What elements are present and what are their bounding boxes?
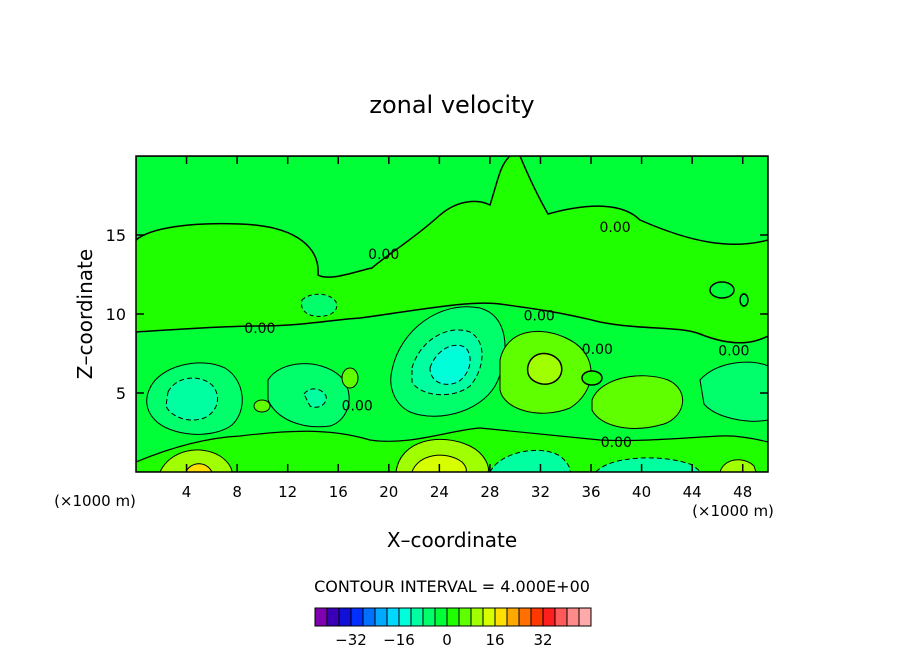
colorbar-swatch	[530, 607, 544, 627]
colorbar-swatch	[458, 607, 472, 627]
y-tick-label: 10	[106, 305, 126, 324]
colorbar-swatch	[410, 607, 424, 627]
contour-label: 0.00	[582, 342, 613, 358]
contour-regions	[136, 156, 768, 472]
colorbar-swatch	[566, 607, 580, 627]
plot-area: 0.00 0.00 0.00 0.00 0.00 0.00 0.00 0.00	[136, 156, 768, 472]
region-center-vortex-core	[429, 344, 471, 385]
colorbar-swatch	[314, 607, 328, 627]
colorbar-tick-label: 32	[533, 631, 552, 649]
region-positive-right-core	[526, 352, 563, 385]
x-tick-label: 4	[182, 483, 192, 501]
x-tick-label: 40	[632, 483, 651, 501]
y-axis-label: Z–coordinate	[73, 249, 97, 379]
region-positive-far-right	[591, 375, 684, 429]
x-tick-label: 24	[430, 483, 449, 501]
colorbar-swatch	[578, 607, 592, 627]
colorbar-tick-label: −16	[383, 631, 415, 649]
colorbar-swatch	[374, 607, 388, 627]
colorbar-swatch	[386, 607, 400, 627]
region-small-oval-2	[739, 293, 749, 307]
region-upper-left	[136, 156, 512, 278]
region-small-oval-4	[581, 370, 603, 386]
x-tick-label: 16	[329, 483, 348, 501]
colorbar-swatch	[446, 607, 460, 627]
region-bottom-right-negative	[489, 449, 571, 472]
contour-label: 0.00	[601, 435, 632, 451]
x-tick-label: 12	[278, 483, 297, 501]
region-upper-right	[519, 156, 768, 245]
colorbar-swatch	[482, 607, 496, 627]
colorbar-tick-label: 0	[442, 631, 452, 649]
y-tick-label: 5	[116, 384, 126, 403]
colorbar-swatch	[398, 607, 412, 627]
contour-label: 0.00	[718, 343, 749, 359]
colorbar-swatch	[326, 607, 340, 627]
colorbar-swatch	[422, 607, 436, 627]
region-bottom-edge-positive	[719, 459, 757, 472]
region-small-oval	[709, 281, 735, 299]
y-axis: 5 10 15	[106, 226, 768, 403]
region-upper-patch	[301, 293, 338, 317]
contour-label: 0.00	[368, 247, 399, 263]
x-tick-label: 36	[581, 483, 600, 501]
colorbar-tick-label: −32	[335, 631, 367, 649]
contour-label: 0.00	[244, 321, 275, 337]
x-axis-label: X–coordinate	[387, 528, 517, 552]
x-tick-label: 44	[683, 483, 702, 501]
region-small-oval-5	[341, 367, 359, 389]
y-tick-label: 15	[106, 226, 126, 245]
colorbar-tick-label: 16	[485, 631, 504, 649]
region-center-left-core	[303, 388, 327, 408]
chart-title: zonal velocity	[369, 91, 534, 119]
region-bottom-left-positive	[159, 449, 233, 472]
colorbar-swatch	[494, 607, 508, 627]
colorbar-swatch	[434, 607, 448, 627]
colorbar-swatch	[506, 607, 520, 627]
x-axis: 4 8 12 16 20 24 28 32 36 40 44 48	[182, 156, 752, 501]
x-unit-label-left: (×1000 m)	[54, 492, 136, 510]
region-small-oval-3	[253, 399, 271, 413]
contour-label: 0.00	[599, 220, 630, 236]
colorbar-swatch	[518, 607, 532, 627]
colorbar-swatch	[554, 607, 568, 627]
region-right-vortex	[699, 361, 768, 422]
contour-label-layer: 0.00 0.00 0.00 0.00 0.00 0.00 0.00 0.00	[244, 220, 749, 451]
region-left-vortex-core	[165, 377, 219, 421]
contour-interval-text: CONTOUR INTERVAL = 4.000E+00	[314, 577, 590, 596]
contour-label: 0.00	[524, 309, 555, 325]
colorbar-swatch	[470, 607, 484, 627]
region-bottom-far-right-negative	[595, 457, 701, 472]
x-unit-label-right: (×1000 m)	[692, 502, 774, 520]
colorbar-swatch	[542, 607, 556, 627]
contour-label: 0.00	[342, 399, 373, 415]
x-tick-label: 8	[232, 483, 242, 501]
colorbar-swatch	[350, 607, 364, 627]
x-tick-label: 48	[733, 483, 752, 501]
colorbar-swatch	[362, 607, 376, 627]
x-tick-label: 28	[480, 483, 499, 501]
colorbar: −32 −16 0 16 32	[314, 607, 592, 649]
colorbar-swatch	[338, 607, 352, 627]
x-tick-label: 20	[379, 483, 398, 501]
x-tick-label: 32	[531, 483, 550, 501]
